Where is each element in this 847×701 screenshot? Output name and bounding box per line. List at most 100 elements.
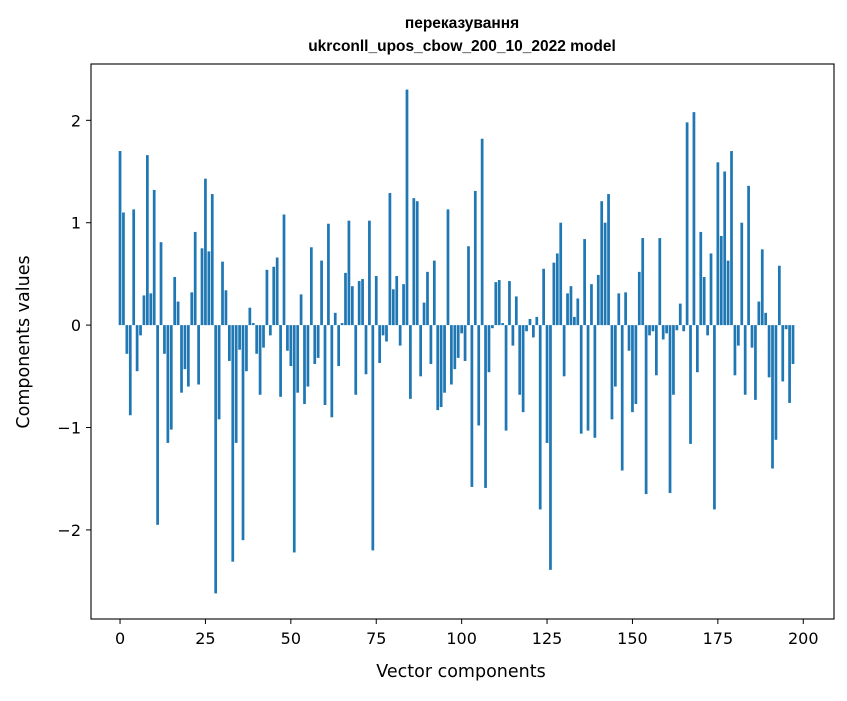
bar <box>716 162 720 326</box>
bar <box>760 249 764 326</box>
bar <box>655 325 658 376</box>
bar <box>508 281 511 326</box>
bar <box>723 171 727 326</box>
bar <box>309 247 313 326</box>
bar <box>200 248 204 326</box>
bar <box>518 325 522 395</box>
bar <box>774 325 778 440</box>
bar <box>149 293 153 326</box>
bar <box>446 209 450 326</box>
bar <box>450 325 453 385</box>
bar <box>590 284 593 326</box>
bar <box>497 280 501 326</box>
bar <box>364 325 368 375</box>
bar <box>142 295 146 326</box>
bar <box>347 220 351 326</box>
bar <box>555 253 559 326</box>
bar <box>186 325 190 387</box>
bar <box>631 325 634 413</box>
x-axis-label: Vector components <box>376 662 545 682</box>
bar <box>607 194 610 326</box>
bar <box>477 325 481 426</box>
bar <box>166 325 170 443</box>
bar <box>675 325 679 331</box>
y-tick-label: −1 <box>57 419 81 438</box>
bar <box>624 292 627 326</box>
bar <box>378 325 382 364</box>
bar <box>627 325 631 351</box>
bar <box>163 325 166 354</box>
bar <box>412 198 416 326</box>
bar <box>736 325 740 346</box>
bar <box>405 89 409 326</box>
bar <box>528 318 532 326</box>
bar <box>275 257 279 326</box>
bar <box>586 325 590 431</box>
bar <box>637 271 641 326</box>
bar <box>620 325 624 471</box>
bar <box>651 325 655 332</box>
bar <box>125 325 129 354</box>
bar <box>419 325 423 377</box>
bar <box>282 214 286 326</box>
bar <box>473 190 477 326</box>
bar <box>535 316 539 326</box>
bar <box>313 325 317 365</box>
bar <box>248 307 252 326</box>
bar <box>156 325 159 525</box>
bar <box>511 325 515 346</box>
bar <box>330 325 334 418</box>
plot-frame <box>90 63 835 620</box>
bar <box>415 201 419 326</box>
bar <box>644 325 648 495</box>
bar <box>617 293 621 326</box>
bar <box>132 209 136 326</box>
bar <box>262 325 265 348</box>
bar <box>596 274 600 326</box>
bar <box>118 151 122 326</box>
bar <box>685 122 689 326</box>
bar <box>641 238 645 326</box>
bar <box>327 223 330 326</box>
bar <box>719 236 723 326</box>
bar <box>292 325 296 553</box>
bar <box>296 325 300 393</box>
bar <box>740 222 744 326</box>
bar <box>453 325 457 370</box>
bar <box>210 194 214 326</box>
x-tick-label: 200 <box>788 629 819 648</box>
bar <box>337 325 341 367</box>
bar <box>323 325 327 405</box>
bar <box>391 289 395 326</box>
x-tick-label: 25 <box>195 629 215 648</box>
bar <box>788 325 791 403</box>
bar <box>152 189 156 326</box>
bar <box>388 193 392 326</box>
bar <box>791 325 795 365</box>
bar <box>255 325 259 354</box>
chart-title-line1: переказування <box>405 15 519 32</box>
bar <box>634 325 638 404</box>
bar <box>460 325 464 334</box>
bar <box>771 325 774 469</box>
bar <box>381 325 385 336</box>
bar <box>743 325 747 395</box>
bar <box>122 212 125 326</box>
bar <box>146 155 149 326</box>
bar <box>316 325 320 358</box>
bar <box>709 253 713 326</box>
bar <box>279 325 282 397</box>
bar <box>784 325 788 330</box>
bar <box>538 325 542 510</box>
bar <box>426 271 429 326</box>
bar <box>648 325 651 336</box>
bar <box>128 325 132 416</box>
bar <box>159 242 163 326</box>
bar <box>422 302 426 326</box>
bar <box>183 325 187 370</box>
x-tick-label: 150 <box>617 629 648 648</box>
bar <box>487 325 491 373</box>
bar <box>549 325 552 570</box>
bar <box>139 325 142 336</box>
